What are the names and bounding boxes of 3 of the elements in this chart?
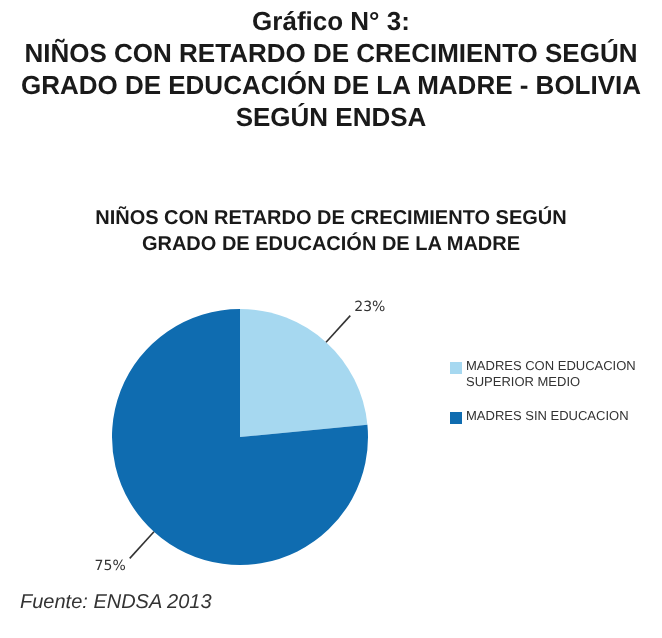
source-note: Fuente: ENDSA 2013 xyxy=(20,592,212,614)
chart-title: Gráfico N° 3: NIÑOS CON RETARDO DE CRECIMIENTO SEGÚN GRADO DE EDUCACIÓN DE LA MADRE - BOLIVIA SEGÚN ENDSA xyxy=(20,6,642,134)
chart-subtitle: NIÑOS CON RETARDO DE CRECIMIENTO SEGÚN GRADO DE EDUCACIÓN DE LA MADRE xyxy=(93,206,569,258)
